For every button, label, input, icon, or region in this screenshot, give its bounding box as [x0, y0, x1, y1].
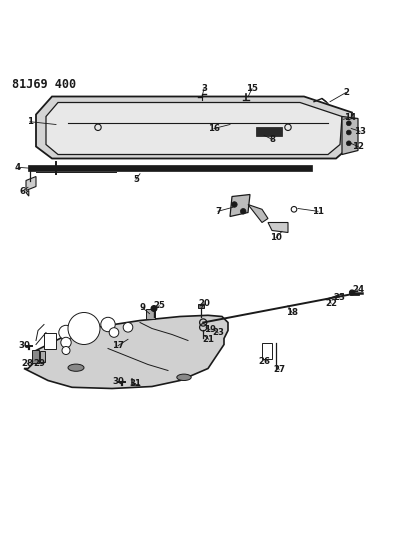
Text: 4: 4 [15, 163, 21, 172]
Text: 22: 22 [325, 299, 337, 308]
Circle shape [101, 317, 115, 332]
Text: 18: 18 [286, 308, 298, 317]
Text: 21: 21 [203, 335, 215, 344]
Text: 9: 9 [139, 303, 145, 312]
Circle shape [59, 325, 73, 340]
Text: 20: 20 [198, 299, 210, 308]
Text: 26: 26 [259, 357, 271, 366]
Polygon shape [230, 195, 250, 216]
Text: 7: 7 [215, 207, 221, 216]
Text: 11: 11 [312, 207, 324, 216]
Circle shape [346, 141, 351, 146]
Circle shape [350, 290, 354, 295]
Circle shape [232, 201, 237, 207]
Text: 27: 27 [273, 365, 285, 374]
Circle shape [68, 312, 100, 344]
Text: 81J69 400: 81J69 400 [12, 78, 76, 91]
Circle shape [151, 306, 157, 311]
Text: 29: 29 [33, 359, 45, 368]
Circle shape [109, 328, 119, 337]
Polygon shape [46, 102, 342, 155]
Bar [198, 304, 204, 308]
Circle shape [346, 121, 351, 126]
Circle shape [240, 208, 246, 214]
Polygon shape [268, 222, 288, 232]
Text: 28: 28 [21, 359, 33, 368]
Polygon shape [36, 96, 352, 158]
Polygon shape [248, 205, 268, 222]
Ellipse shape [68, 364, 84, 372]
Text: 17: 17 [112, 341, 124, 350]
Text: 14: 14 [344, 113, 356, 122]
Bar [262, 343, 272, 359]
Text: 31: 31 [129, 379, 141, 388]
Text: 16: 16 [208, 124, 220, 133]
Text: 15: 15 [246, 84, 258, 93]
Polygon shape [24, 316, 228, 389]
Text: 6: 6 [19, 187, 25, 196]
Text: 19: 19 [204, 325, 216, 334]
Text: 1: 1 [27, 117, 33, 126]
Polygon shape [342, 117, 358, 155]
Circle shape [61, 337, 71, 348]
Text: 13: 13 [354, 127, 366, 136]
Text: 25: 25 [153, 301, 165, 310]
Bar [28, 165, 312, 171]
Text: 5: 5 [133, 175, 139, 184]
Text: 2: 2 [343, 88, 349, 97]
Text: 23: 23 [333, 293, 345, 302]
Text: 8: 8 [269, 135, 275, 144]
Bar [40, 351, 45, 362]
Bar [146, 309, 155, 319]
Text: 12: 12 [352, 142, 364, 151]
Text: 24: 24 [352, 285, 364, 294]
Circle shape [346, 130, 351, 135]
Text: 23: 23 [212, 328, 224, 337]
Bar [44, 333, 56, 349]
Circle shape [123, 322, 133, 332]
Ellipse shape [177, 374, 191, 381]
Bar [32, 350, 39, 362]
Circle shape [62, 346, 70, 354]
Text: 30: 30 [19, 341, 31, 350]
Bar [256, 127, 282, 136]
Text: 10: 10 [270, 233, 282, 242]
Polygon shape [26, 176, 36, 190]
Text: 3: 3 [201, 84, 207, 93]
Polygon shape [26, 190, 29, 196]
Text: 30: 30 [112, 377, 124, 386]
